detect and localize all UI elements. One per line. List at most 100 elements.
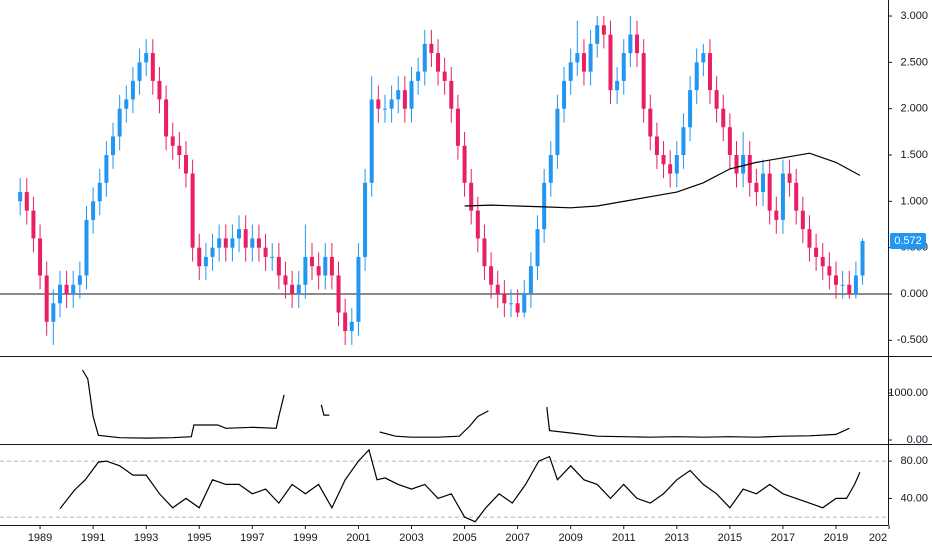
candle-body bbox=[343, 312, 348, 332]
candle-body bbox=[203, 256, 208, 267]
candle-body bbox=[522, 294, 527, 313]
candle-body bbox=[694, 62, 699, 91]
candle-body bbox=[296, 284, 301, 295]
x-tick-label: 2009 bbox=[558, 532, 582, 544]
candle-body bbox=[734, 155, 739, 174]
x-tick-label: 1989 bbox=[28, 532, 52, 544]
candle-body bbox=[449, 80, 454, 109]
candle-body bbox=[535, 229, 540, 267]
candle-body bbox=[91, 201, 96, 220]
candle-body bbox=[668, 164, 673, 174]
candle-body bbox=[336, 275, 341, 313]
x-tick-label: 1993 bbox=[134, 532, 158, 544]
candle-body bbox=[363, 182, 368, 257]
candle-body bbox=[389, 99, 394, 109]
candle-body bbox=[482, 238, 487, 267]
candle-body bbox=[568, 62, 573, 81]
x-tick-label: 2019 bbox=[824, 532, 848, 544]
candle-body bbox=[787, 173, 792, 183]
candle-body bbox=[761, 173, 766, 193]
candle-body bbox=[376, 99, 381, 109]
x-tick-label: 1999 bbox=[293, 532, 317, 544]
candle-body bbox=[396, 90, 401, 100]
candle-body bbox=[681, 127, 686, 156]
candle-body bbox=[648, 108, 653, 137]
candle-body bbox=[177, 145, 182, 156]
candle-body bbox=[402, 90, 407, 109]
candle-body bbox=[455, 108, 460, 146]
candle-body bbox=[157, 80, 162, 100]
candle-body bbox=[223, 238, 228, 248]
y-tick-label: 3.000 bbox=[900, 10, 928, 22]
candle-body bbox=[860, 241, 865, 276]
candle-body bbox=[542, 182, 547, 230]
candle-body bbox=[489, 266, 494, 285]
candle-body bbox=[721, 108, 726, 128]
y-tick-label: 1000.00 bbox=[888, 387, 928, 399]
candle-body bbox=[581, 53, 586, 72]
candle-body bbox=[290, 284, 295, 295]
candle-body bbox=[38, 238, 43, 276]
candle-body bbox=[31, 210, 36, 239]
candle-body bbox=[767, 173, 772, 211]
candle-body bbox=[84, 219, 89, 276]
y-tick-label: 2.000 bbox=[900, 103, 928, 115]
x-tick-label: 1995 bbox=[187, 532, 211, 544]
candle-body bbox=[654, 136, 659, 156]
y-tick-label: 1.500 bbox=[900, 149, 928, 161]
candle-body bbox=[442, 71, 447, 81]
candle-body bbox=[44, 275, 49, 322]
candle-body bbox=[701, 53, 706, 63]
candle-body bbox=[555, 108, 560, 156]
candle-body bbox=[575, 53, 580, 63]
candle-body bbox=[64, 284, 69, 295]
candle-body bbox=[548, 155, 553, 183]
x-tick-label: 2013 bbox=[665, 532, 689, 544]
candle-body bbox=[124, 99, 129, 109]
candle-body bbox=[57, 284, 62, 304]
candle-body bbox=[243, 229, 248, 248]
candle-body bbox=[595, 25, 600, 44]
candle-body bbox=[237, 229, 242, 239]
candle-body bbox=[190, 173, 195, 248]
candle-body bbox=[270, 256, 275, 258]
candle-body bbox=[641, 53, 646, 109]
candle-body bbox=[263, 247, 268, 257]
candle-body bbox=[833, 275, 838, 285]
candle-body bbox=[588, 43, 593, 72]
candle-body bbox=[276, 256, 281, 276]
indicator-line bbox=[81, 369, 850, 439]
candle-body bbox=[774, 210, 779, 220]
candle-body bbox=[230, 238, 235, 248]
candle-body bbox=[707, 53, 712, 91]
candle-body bbox=[409, 80, 414, 109]
candle-body bbox=[197, 247, 202, 267]
candle-body bbox=[77, 275, 82, 285]
y-tick-label: 1.000 bbox=[900, 195, 928, 207]
candle-body bbox=[608, 34, 613, 91]
candle-body bbox=[323, 256, 328, 276]
y-tick-label: 2.500 bbox=[900, 56, 928, 68]
x-tick-label: 2005 bbox=[452, 532, 476, 544]
plot-area: 1989 1991 1993 1995 1997 1999 2001 2003 2005 2007… bbox=[0, 16, 888, 544]
candle-body bbox=[250, 238, 255, 248]
candle-body bbox=[416, 71, 421, 81]
candle-body bbox=[661, 155, 666, 165]
candle-body bbox=[71, 284, 76, 295]
candle-body bbox=[840, 284, 845, 286]
y-tick-label: -0.500 bbox=[897, 334, 928, 346]
candle-body bbox=[316, 266, 321, 276]
candle-body bbox=[422, 43, 427, 72]
last-price-label: 0.572 bbox=[894, 235, 922, 247]
x-tick-label: 1991 bbox=[81, 532, 105, 544]
candle-body bbox=[349, 321, 354, 332]
candle-body bbox=[329, 256, 334, 276]
candle-body bbox=[780, 173, 785, 220]
candle-body bbox=[827, 266, 832, 276]
candle-body bbox=[794, 182, 799, 211]
candle-body bbox=[469, 182, 474, 211]
x-tick-label: 202 bbox=[869, 532, 887, 544]
